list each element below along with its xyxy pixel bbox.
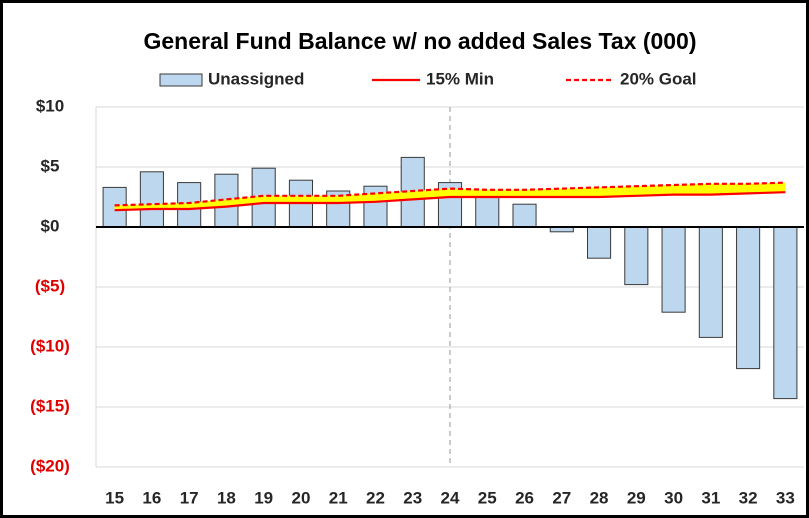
- x-tick-label: 24: [441, 488, 460, 507]
- legend-swatch: [159, 73, 203, 87]
- x-tick-label: 19: [254, 488, 273, 507]
- chart-title: General Fund Balance w/ no added Sales T…: [143, 28, 696, 54]
- bar: [587, 226, 612, 259]
- x-tick-label: 30: [664, 488, 683, 507]
- x-tick-label: 20: [291, 488, 310, 507]
- legend-label: Unassigned: [208, 69, 304, 88]
- bar: [736, 226, 761, 370]
- x-tick-label: 33: [776, 488, 795, 507]
- x-tick-label: 22: [366, 488, 385, 507]
- bar: [363, 185, 388, 228]
- y-tick-label: $0: [41, 216, 60, 235]
- bar: [139, 171, 164, 228]
- x-tick-label: 21: [329, 488, 348, 507]
- x-tick-label: 18: [217, 488, 236, 507]
- x-tick-label: 17: [180, 488, 199, 507]
- x-tick-label: 28: [590, 488, 609, 507]
- x-tick-label: 23: [403, 488, 422, 507]
- bar: [624, 226, 649, 286]
- legend-label: 20% Goal: [620, 69, 697, 88]
- x-tick-label: 29: [627, 488, 646, 507]
- line: [114, 191, 786, 212]
- x-tick-label: 15: [105, 488, 124, 507]
- bar: [661, 226, 686, 313]
- y-tick-label: ($10): [30, 336, 70, 355]
- x-tick-label: 26: [515, 488, 534, 507]
- x-tick-label: 25: [478, 488, 497, 507]
- y-tick-label: $10: [36, 96, 64, 115]
- x-tick-label: 16: [142, 488, 161, 507]
- legend-label: 15% Min: [426, 69, 494, 88]
- bar: [512, 203, 537, 228]
- x-tick-label: 31: [701, 488, 720, 507]
- y-tick-label: $5: [41, 156, 60, 175]
- y-tick-label: ($20): [30, 456, 70, 475]
- bar: [773, 226, 798, 400]
- x-tick-label: 27: [552, 488, 571, 507]
- x-tick-label: 32: [739, 488, 758, 507]
- y-tick-label: ($15): [30, 396, 70, 415]
- line: [114, 181, 786, 207]
- bar: [698, 226, 723, 338]
- y-tick-label: ($5): [35, 276, 65, 295]
